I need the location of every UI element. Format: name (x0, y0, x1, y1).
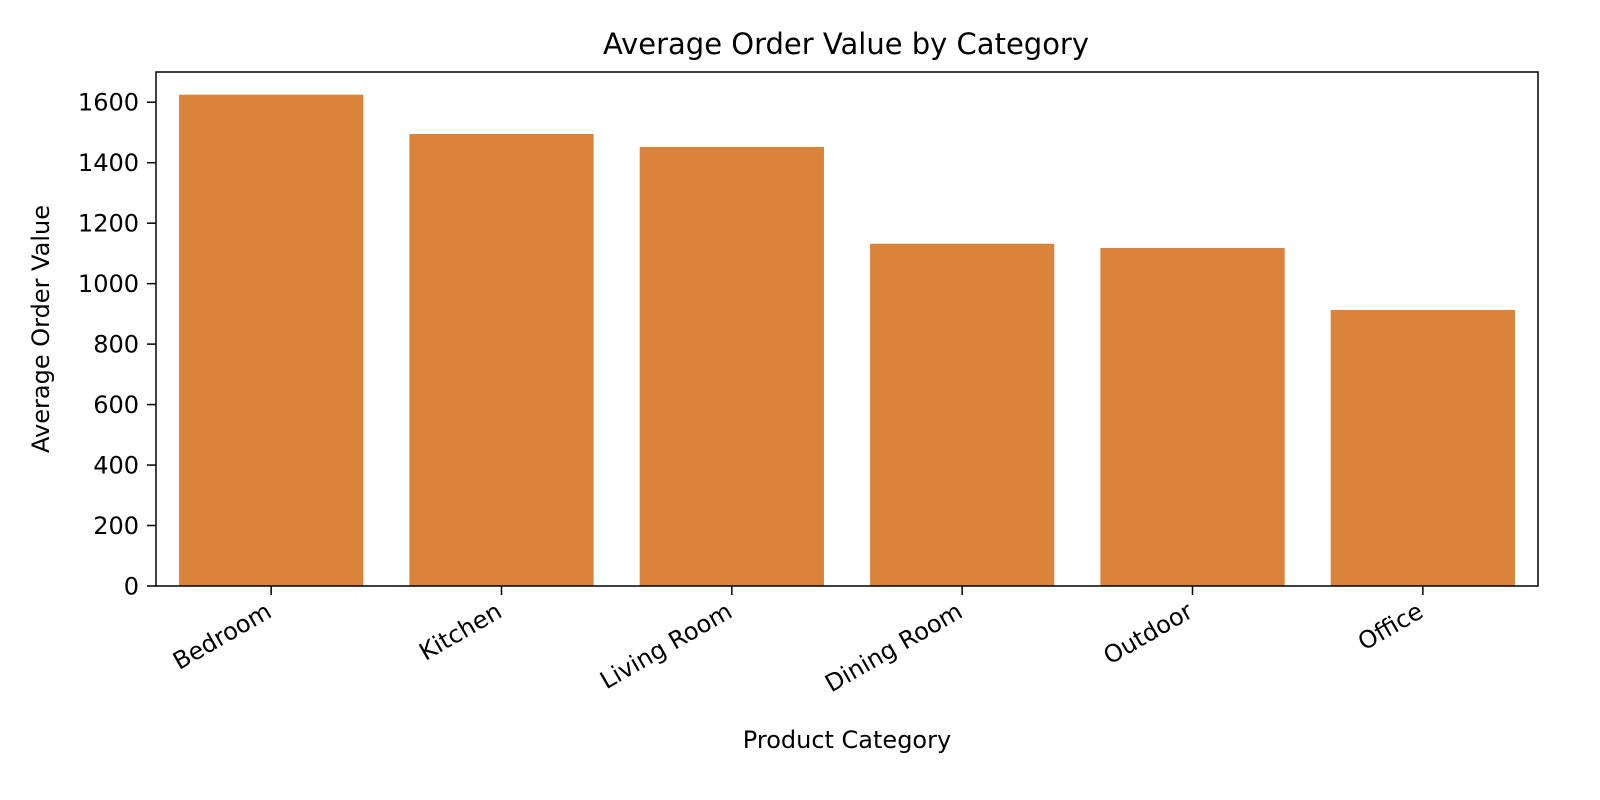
x-tick-label-dining-room: Dining Room (820, 597, 967, 698)
y-tick-label-0: 0 (124, 573, 139, 601)
x-tick-label-bedroom: Bedroom (168, 597, 276, 676)
y-tick-label-1200: 1200 (78, 210, 139, 238)
x-tick-label-office: Office (1353, 597, 1428, 656)
y-tick-label-1400: 1400 (78, 149, 139, 177)
y-axis-title: Average Order Value (27, 205, 55, 453)
x-tick-label-living-room: Living Room (595, 597, 737, 695)
bar-office (1330, 309, 1515, 586)
bars-layer (179, 94, 1515, 587)
chart-title: Average Order Value by Category (603, 27, 1089, 61)
bar-kitchen (409, 133, 594, 587)
bar-dining-room (870, 243, 1055, 587)
bar-living-room (639, 146, 824, 587)
y-tick-label-1000: 1000 (78, 270, 139, 298)
y-tick-label-800: 800 (93, 331, 139, 359)
x-tick-label-kitchen: Kitchen (414, 597, 506, 666)
plot-frame (155, 71, 1539, 587)
y-tick-label-400: 400 (93, 452, 139, 480)
x-axis: Bedroom Kitchen Living Room Dining Room Outd… (168, 586, 1428, 698)
y-tick-label-200: 200 (93, 512, 139, 540)
bar-bedroom (179, 94, 364, 587)
x-axis-title: Product Category (743, 726, 951, 754)
x-tick-label-outdoor: Outdoor (1099, 597, 1198, 670)
y-tick-label-600: 600 (93, 391, 139, 419)
y-axis: 0 200 400 600 800 1000 1200 1400 1600 (78, 89, 156, 601)
bar-outdoor (1100, 247, 1285, 586)
y-tick-label-1600: 1600 (78, 89, 139, 117)
